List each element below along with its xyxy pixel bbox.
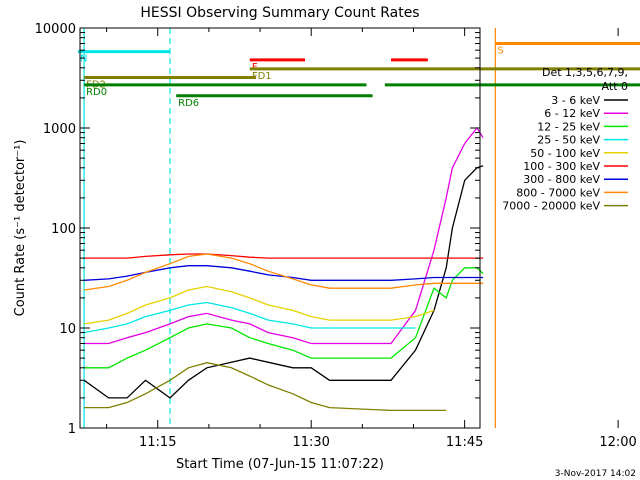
series-line-1-0 xyxy=(84,126,484,345)
legend-header-1: Att 0 xyxy=(602,80,628,93)
legend-label-5: 100 - 300 keV xyxy=(523,160,600,173)
legend-label-0: 3 - 6 keV xyxy=(551,94,600,107)
legend-label-6: 300 - 800 keV xyxy=(523,173,600,186)
y-tick-label-3: 1000 xyxy=(43,122,76,137)
x-tick-label-1: 11:30 xyxy=(292,435,329,450)
axis-ticks: 11:1511:3011:4512:0012:1512:3012:4511010… xyxy=(35,22,637,450)
chart-title: HESSI Observing Summary Count Rates xyxy=(140,5,419,21)
series-line-4-0 xyxy=(84,285,435,325)
y-tick-label-0: 1 xyxy=(68,422,76,437)
flag-label-rd6: RD6 xyxy=(178,98,199,109)
series-line-5-0 xyxy=(84,253,484,259)
legend-header-0: Det 1,3,5,6,7,9, xyxy=(542,66,628,79)
x-tick-label-3: 12:00 xyxy=(599,435,636,450)
flag-label-n: N xyxy=(80,54,87,65)
plot-area: NFSFD1FD2RD0RD6 xyxy=(77,28,640,428)
y-tick-label-1: 10 xyxy=(59,322,76,337)
flag-label-f: F xyxy=(252,62,258,73)
legend-label-8: 7000 - 20000 keV xyxy=(502,200,600,213)
x-tick-label-2: 11:45 xyxy=(446,435,483,450)
legend-label-4: 50 - 100 keV xyxy=(530,147,600,160)
legend-label-2: 12 - 25 keV xyxy=(537,120,600,133)
footer-date: 3-Nov-2017 14:02 xyxy=(555,469,636,479)
legend-label-3: 25 - 50 keV xyxy=(537,134,600,147)
y-axis-label: Count Rate (s⁻¹ detector⁻¹) xyxy=(13,140,28,317)
flag-label-rd0: RD0 xyxy=(86,87,107,98)
flag-label-fd1: FD1 xyxy=(252,71,272,82)
series-line-8-0 xyxy=(84,362,447,412)
x-axis-label: Start Time (07-Jun-15 11:07:22) xyxy=(176,457,384,472)
y-tick-label-4: 10000 xyxy=(35,22,76,37)
plot-frame xyxy=(79,27,481,429)
legend-label-7: 800 - 7000 keV xyxy=(516,186,600,199)
flag-label-s: S xyxy=(497,45,503,56)
y-tick-label-2: 100 xyxy=(51,222,76,237)
x-tick-label-0: 11:15 xyxy=(139,435,176,450)
series-line-2-0 xyxy=(84,267,484,369)
series-line-3-0 xyxy=(83,301,416,334)
legend-label-1: 6 - 12 keV xyxy=(544,107,600,120)
series-line-0-0 xyxy=(83,165,484,399)
series-line-7-0 xyxy=(84,253,484,291)
